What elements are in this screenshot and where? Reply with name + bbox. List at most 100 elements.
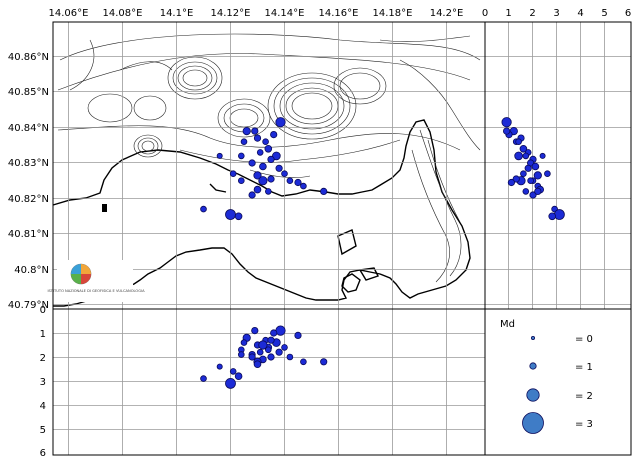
legend-markers [522,335,544,434]
earthquake-depth-marker [253,360,262,369]
earthquake-depth-marker [512,175,520,183]
earthquake-marker [200,205,207,213]
earthquake-depth-marker [533,171,542,180]
earthquake-marker [286,177,294,185]
depth-tick-label: 6 [40,448,46,459]
lon-tick-label: 14.14°E [265,8,305,19]
legend-title: Md [500,319,515,330]
magnitude-legend: Md = 0 = 1 = 2 = 3 [484,308,632,456]
lon-tick-label: 14.2°E [430,8,464,19]
earthquake-depth-marker [539,152,546,159]
legend-label: = 2 [575,391,593,402]
earthquake-depth-marker [548,212,556,221]
earthquake-depth-marker [251,326,259,335]
earthquake-depth-marker [240,339,248,346]
earthquake-marker [258,176,268,186]
earthquake-depth-marker [514,151,523,161]
lat-tick-label: 40.8°N [14,265,49,276]
earthquake-marker [216,152,223,159]
lon-tick-label: 14.18°E [373,8,413,19]
earthquake-depth-marker [258,340,268,350]
ingv-logo: ISTITUTO NAZIONALE DI GEOFISICA E VULCAN… [47,260,145,302]
lat-tick-label: 40.85°N [8,87,49,98]
earthquake-depth-marker [544,170,551,178]
depth-tick-label: 4 [40,401,46,412]
earthquake-marker [253,134,262,142]
earthquake-depth-marker [270,329,278,337]
longitude-depth-panel [52,308,486,456]
earthquake-marker [238,177,245,185]
earthquake-marker [240,138,248,146]
longitude-depth-gridlines [53,309,485,455]
earthquake-depth-marker [300,358,307,366]
earthquake-depth-marker [515,138,522,146]
lat-tick-label: 40.83°N [8,158,49,169]
earthquake-marker [229,170,237,178]
depth-latitude-gridlines [485,22,631,309]
earthquake-marker [248,191,256,199]
earthquake-marker [272,151,281,161]
lat-tick-label: 40.82°N [8,194,49,205]
legend-magnitude-marker [531,335,536,340]
earthquake-depth-marker [522,152,530,160]
earthquake-depth-marker [200,375,207,382]
earthquake-depth-marker [275,348,283,356]
lon-tick-label: 14.06°E [49,8,89,19]
earthquake-depth-marker [320,358,328,366]
earthquake-marker [238,152,245,160]
lat-tick-label: 40.86°N [8,52,49,63]
map-earthquake-markers [200,117,328,221]
legend-magnitude-marker [529,362,537,370]
depth-tick-label: 1 [40,329,46,340]
earthquake-depth-marker [267,336,275,344]
earthquake-depth-marker [216,363,223,370]
depth-latitude-markers [501,117,565,221]
lat-tick-label: 40.81°N [8,229,49,240]
earthquake-depth-marker [234,372,243,381]
lon-tick-label: 14.12°E [211,8,251,19]
lat-tick-label: 40.84°N [8,123,49,134]
legend-label: = 1 [575,362,593,373]
earthquake-marker [275,164,283,172]
earthquake-marker [259,162,267,171]
longitude-tick-labels: 14.06°E 14.08°E 14.1°E 14.12°E 14.14°E 1… [49,8,464,19]
earthquake-depth-marker [229,368,237,375]
earthquake-marker [234,212,243,221]
legend-label: = 0 [575,334,593,345]
earthquake-marker [264,145,273,153]
earthquake-marker [242,127,251,136]
earthquake-depth-marker [527,177,534,185]
earthquake-depth-marker [275,325,286,336]
earthquake-marker [294,178,302,187]
earthquake-depth-marker [294,331,302,339]
earthquake-depth-marker [256,348,264,356]
earthquake-depth-marker [502,127,511,135]
depth-tick-label: 5 [40,425,46,436]
depth-tick-label: 2 [40,353,46,364]
latitude-tick-labels: 40.86°N 40.85°N 40.84°N 40.83°N 40.82°N … [8,52,49,311]
depth-tick-label: 4 [577,8,583,19]
depth-tick-label: 3 [40,377,46,388]
earthquake-marker [264,188,272,195]
depth-latitude-panel [484,21,632,310]
earthquake-depth-marker [238,351,245,358]
earthquake-marker [275,117,286,128]
legend-label: = 3 [575,419,593,430]
earthquake-marker [320,187,328,195]
map-panel: ISTITUTO NAZIONALE DI GEOFISICA E VULCAN… [47,21,486,310]
earthquake-marker [251,127,259,135]
earthquake-depth-marker [248,353,256,361]
earthquake-depth-marker [524,164,532,172]
depth-tick-label: 0 [482,8,488,19]
earthquake-marker [253,185,262,194]
earthquake-marker [253,171,262,180]
earthquake-marker [267,175,275,183]
depth-tick-label: 5 [601,8,607,19]
earthquake-marker [281,170,288,178]
earthquake-depth-marker [225,377,236,389]
ingv-logo-text: ISTITUTO NAZIONALE DI GEOFISICA E VULCAN… [47,289,145,293]
earthquake-depth-marker [531,162,540,171]
earthquake-depth-marker [281,344,288,351]
depth-tick-label: 0 [40,305,46,316]
